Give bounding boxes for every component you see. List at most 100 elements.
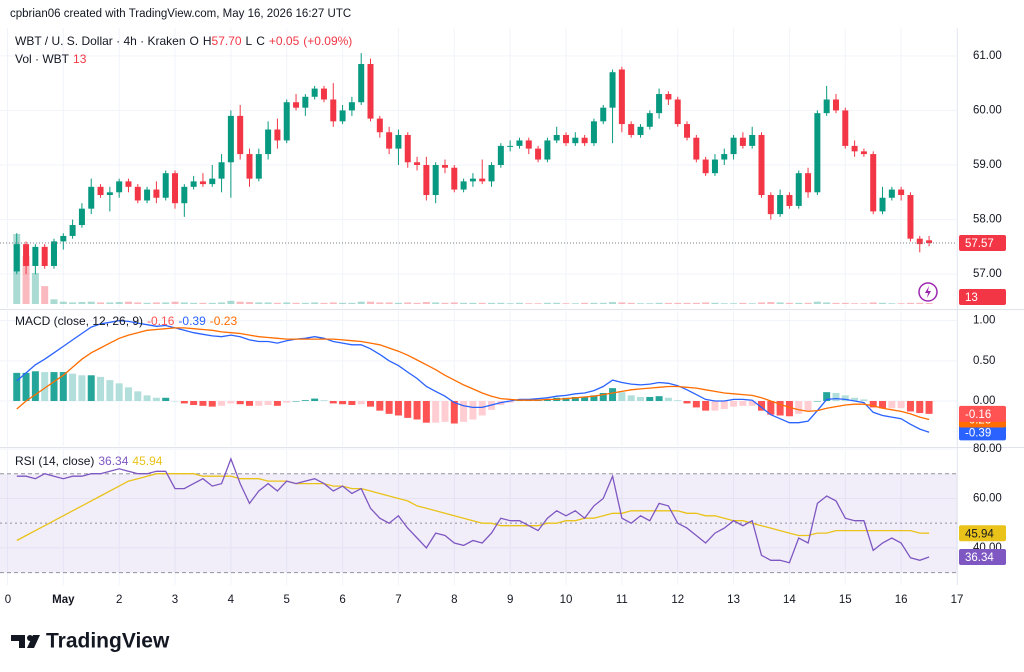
volume-bar xyxy=(329,302,337,304)
macd-histogram-bar xyxy=(385,401,393,414)
macd-histogram-bar xyxy=(31,371,39,401)
macd-histogram-bar xyxy=(767,401,775,415)
candle-body xyxy=(721,154,728,160)
macd-histogram-bar xyxy=(897,401,905,409)
volume-bar xyxy=(441,302,449,304)
volume-bar xyxy=(171,301,179,304)
volume-bar xyxy=(87,301,95,304)
y-tick-label: 0.50 xyxy=(973,355,995,367)
candle-body xyxy=(255,154,262,179)
macd-histogram-bar xyxy=(692,401,700,408)
volume-bar xyxy=(357,301,365,304)
candle-body xyxy=(516,140,523,146)
candle-body xyxy=(628,124,635,135)
ohlc-key: O xyxy=(189,34,199,48)
candle-body xyxy=(209,178,216,185)
macd-histogram-bar xyxy=(22,372,30,401)
y-tick-label: 61.00 xyxy=(973,50,1002,62)
x-tick-label: 16 xyxy=(895,594,908,606)
y-tick-label: 1.00 xyxy=(973,315,995,327)
volume-bar xyxy=(348,302,356,304)
macd-histogram-bar xyxy=(841,395,849,401)
x-tick-label: 9 xyxy=(507,594,513,606)
candle-body xyxy=(414,162,421,165)
histogram-tag-label: -0.16 xyxy=(965,409,991,421)
macd-histogram-bar xyxy=(69,373,77,401)
macd-histogram-bar xyxy=(860,399,868,401)
volume-value: 13 xyxy=(73,52,87,66)
alert-icon xyxy=(918,282,938,302)
volume-bar xyxy=(162,302,170,304)
volume-bar xyxy=(879,302,887,304)
volume-bar xyxy=(767,302,775,304)
rsi-line xyxy=(16,457,930,564)
candle-body xyxy=(851,145,858,152)
volume-bar xyxy=(22,255,30,304)
macd-histogram-bar xyxy=(292,401,300,402)
volume-bar xyxy=(41,286,49,304)
volume-bar xyxy=(236,301,244,304)
volume-tag-label: 13 xyxy=(965,292,978,304)
volume-bar xyxy=(841,302,849,304)
rsi-ma-line xyxy=(16,473,930,542)
macd-histogram-bar xyxy=(264,401,272,406)
candle-body xyxy=(265,129,272,155)
volume-bar xyxy=(562,303,570,304)
candle-body xyxy=(535,148,542,160)
rsi-value: 36.34 xyxy=(98,454,129,468)
volume-bar xyxy=(115,302,123,304)
candle-body xyxy=(777,195,784,215)
volume-bar xyxy=(543,302,551,304)
volume-bar xyxy=(488,302,496,304)
volume-bar xyxy=(711,302,719,304)
change-pct: (+0.09%) xyxy=(303,34,353,48)
volume-bar xyxy=(134,302,142,304)
volume-bar xyxy=(860,303,868,304)
candle-body xyxy=(730,137,737,155)
candle-body xyxy=(926,240,933,244)
rsi-ma-tag-label: 45.94 xyxy=(965,528,994,540)
volume-bar xyxy=(180,302,188,304)
x-tick-label: 13 xyxy=(727,594,740,606)
volume-bar xyxy=(515,302,523,304)
volume-bar xyxy=(394,302,402,304)
macd-histogram-bar xyxy=(78,375,86,401)
volume-legend: Vol · WBT 13 xyxy=(15,52,90,66)
volume-bar xyxy=(311,302,319,304)
candle-body xyxy=(218,162,225,179)
candle-body xyxy=(460,181,467,190)
candle-body xyxy=(237,115,244,155)
volume-bar xyxy=(50,299,58,304)
volume-bar xyxy=(785,302,793,304)
macd-histogram-bar xyxy=(50,372,58,401)
candle-body xyxy=(13,244,20,272)
volume-bar xyxy=(478,302,486,304)
candle-body xyxy=(665,94,672,100)
volume-bar xyxy=(655,302,663,304)
logo: TradingView xyxy=(11,630,170,653)
volume-bar xyxy=(124,301,132,304)
macd-histogram-bar xyxy=(432,401,440,423)
candle-body xyxy=(293,102,300,108)
volume-bar xyxy=(823,302,831,304)
x-tick-label: 10 xyxy=(560,594,573,606)
candle-body xyxy=(767,195,774,215)
macd-histogram-bar xyxy=(413,401,421,420)
x-tick-label: 6 xyxy=(339,594,345,606)
macd-histogram-bar xyxy=(813,401,821,402)
candle-body xyxy=(172,173,179,204)
ohlc-key: L xyxy=(245,34,253,48)
volume-bar xyxy=(264,302,272,304)
histogram-tag xyxy=(959,405,1006,422)
x-tick-label: 8 xyxy=(451,594,457,606)
volume-bar xyxy=(869,302,877,304)
macd-histogram-bar xyxy=(13,372,21,401)
signal-value: -0.23 xyxy=(209,314,238,328)
candle-body xyxy=(376,118,383,133)
y-tick-label: 57.00 xyxy=(973,268,1002,280)
candle-body xyxy=(153,189,160,198)
candle-body xyxy=(572,137,579,144)
x-tick-label: 3 xyxy=(172,594,178,606)
volume-bar xyxy=(916,302,924,304)
